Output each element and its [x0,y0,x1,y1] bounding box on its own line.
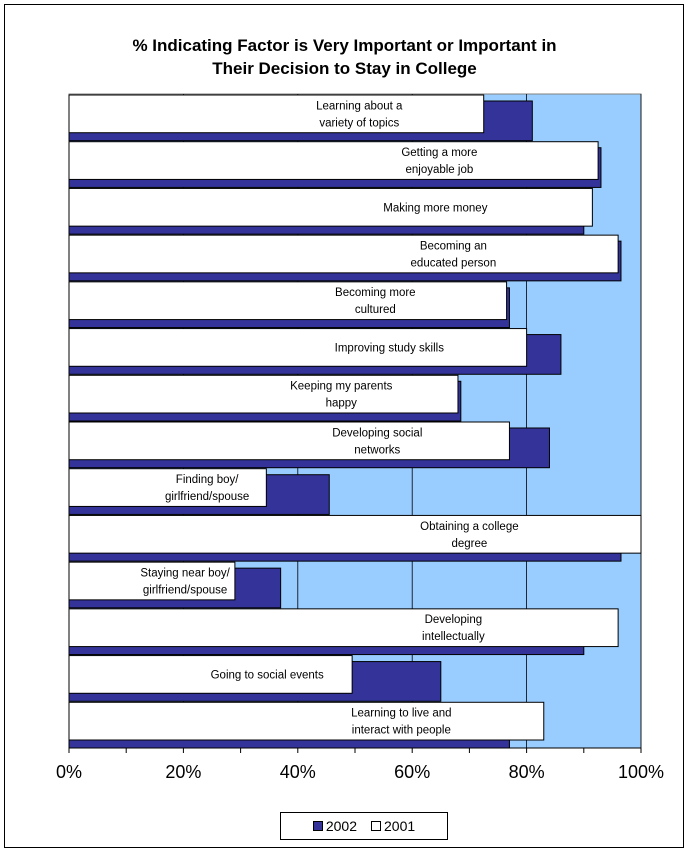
bar-2001 [68,421,510,461]
category-label: happy [326,398,358,410]
category-label: Getting a more [401,147,477,159]
legend-item-2002: 2002 [312,818,357,834]
category-label: educated person [411,258,497,270]
x-tick-label: 100% [618,762,664,782]
bar-2001 [68,468,267,507]
category-label: intellectually [422,631,485,643]
category-label: Finding boy/ [176,474,239,486]
chart-title-line-2: Their Decision to Stay in College [212,59,477,78]
bar-2001 [68,281,508,321]
category-label: Staying near boy/ [140,568,230,580]
bar-2001 [68,655,353,694]
legend-item-2001: 2001 [371,818,415,834]
category-label: Becoming an [420,241,487,253]
category-label: networks [354,444,400,456]
bar-2001 [68,608,619,648]
category-label: Keeping my parents [290,381,393,393]
category-label: Obtaining a college [420,521,518,533]
chart-title-line-1: % Indicating Factor is Very Important or… [132,36,557,55]
bar-2001 [68,187,593,227]
x-tick-label: 20% [165,762,201,782]
legend-label-2002: 2002 [325,818,357,834]
legend: 2002 2001 [280,812,448,840]
category-label: enjoyable job [405,164,473,176]
category-label: variety of topics [319,117,399,129]
bar-2001 [68,328,528,367]
category-label: girlfriend/spouse [143,585,227,597]
x-tick-label: 80% [509,762,545,782]
legend-label-2001: 2001 [384,818,416,834]
x-tick-label: 40% [280,762,316,782]
x-tick-label: 60% [394,762,430,782]
bar-2001 [68,141,599,180]
x-tick-label: 0% [56,762,82,782]
bar-2001 [68,561,236,601]
category-label: degree [451,538,487,550]
bar-2001 [68,514,642,554]
legend-swatch-2002 [312,821,323,831]
category-label: Developing [425,614,483,626]
category-label: Improving study skills [335,342,445,354]
legend-swatch-2001 [371,821,381,831]
category-label: cultured [355,304,396,316]
chart-title: % Indicating Factor is Very Important or… [0,34,689,80]
category-label: Making more money [383,202,487,214]
category-label: girlfriend/spouse [165,491,249,503]
bar-2001 [68,374,459,414]
category-label: Learning to live and [351,708,451,720]
category-label: Learning about a [316,100,403,112]
bar-2001 [68,234,619,274]
bar-2001 [68,701,545,741]
category-label: Developing social [332,427,422,439]
category-label: Becoming more [335,287,416,299]
category-label: Going to social events [211,669,324,681]
category-label: interact with people [352,725,451,737]
bar-2001 [68,94,485,134]
